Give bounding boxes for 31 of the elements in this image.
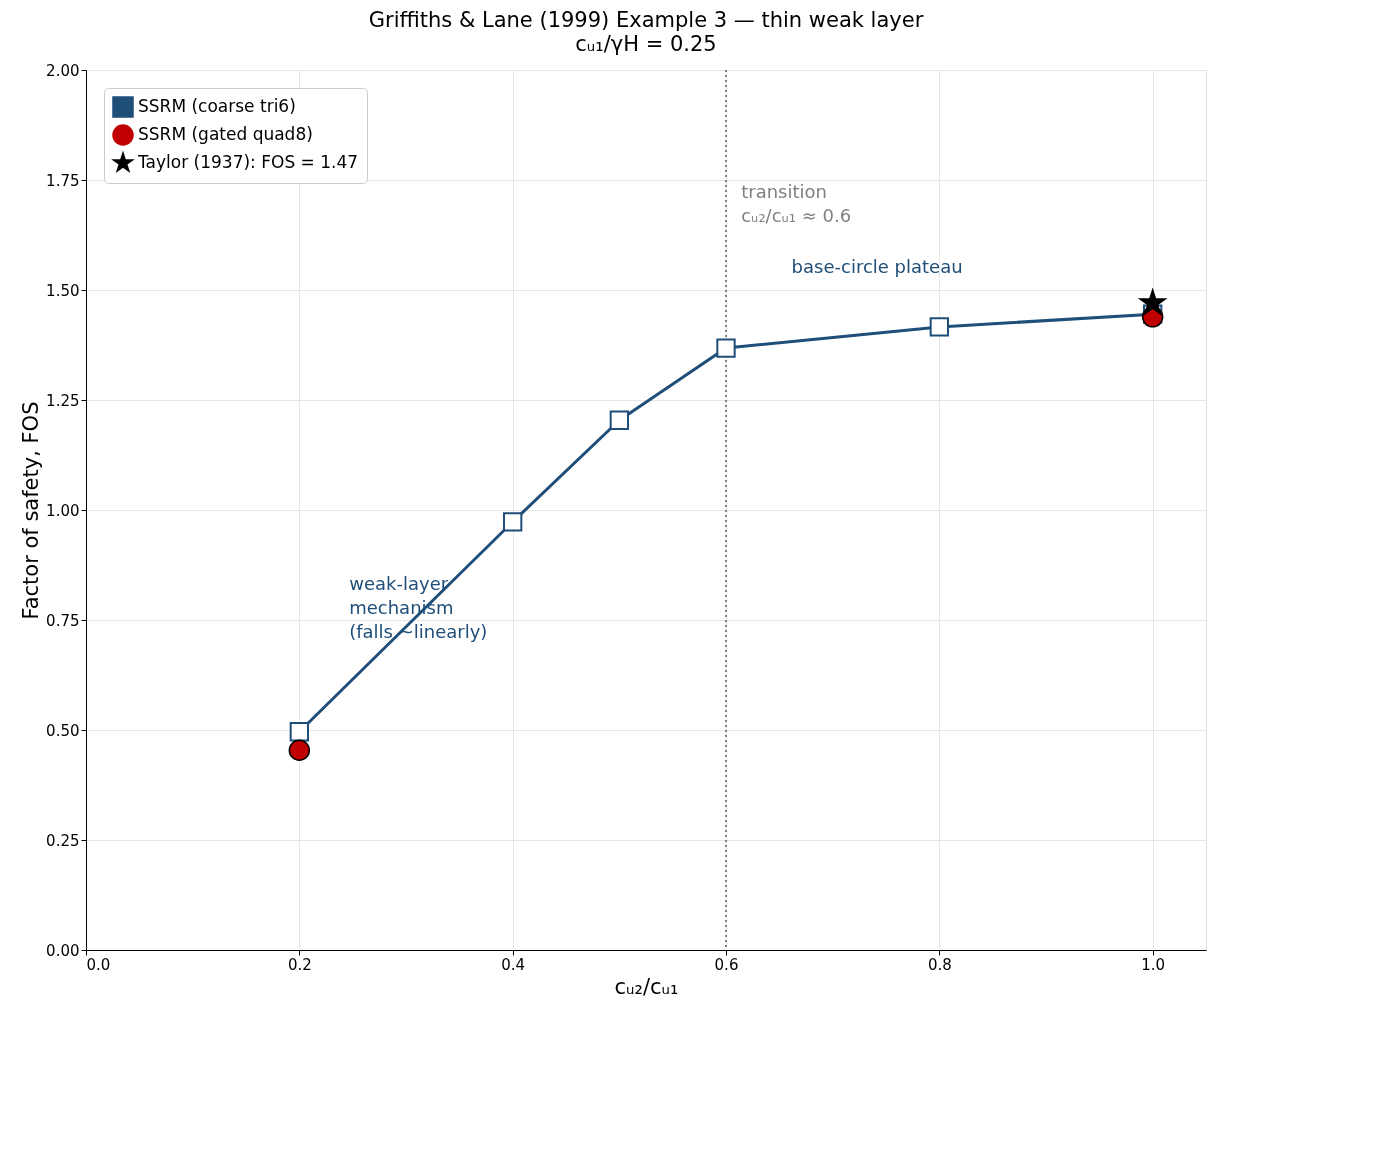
point	[289, 722, 309, 742]
y-tick-label: 0.00	[46, 941, 80, 960]
y-tick-label: 1.50	[46, 281, 80, 300]
legend-label: SSRM (gated quad8)	[138, 124, 313, 144]
legend-label: Taylor (1937): FOS = 1.47	[137, 152, 359, 172]
point	[288, 739, 311, 761]
x-tick-label: 0.2	[287, 955, 312, 974]
y-tick-label: 0.50	[46, 721, 80, 740]
x-axis-title: cᵤ₂/cᵤ₁	[614, 974, 679, 999]
x-tick-label: 0.6	[714, 955, 739, 974]
point	[1139, 289, 1166, 315]
legend-label: SSRM (coarse tri6)	[138, 96, 296, 116]
y-tick-label: 2.00	[46, 61, 80, 80]
point	[929, 317, 949, 337]
x-tick-label: 0.4	[501, 955, 526, 974]
x-tick-label: 0.0	[86, 955, 111, 974]
y-tick-label: 0.25	[46, 831, 80, 850]
y-tick-label: 1.25	[46, 391, 80, 410]
annotation: base-circle plateau	[791, 256, 963, 278]
y-tick-label: 0.75	[46, 611, 80, 630]
y-axis-title: Factor of safety, FOS	[19, 401, 44, 620]
point	[716, 338, 736, 358]
annotation: transition cᵤ₂/cᵤ₁ ≈ 0.6	[741, 181, 852, 227]
x-tick-label: 0.8	[927, 955, 952, 974]
chart-title: Griffiths & Lane (1999) Example 3 — thin weak layer	[368, 8, 924, 32]
y-tick-label: 1.00	[46, 501, 80, 520]
y-tick-label: 1.75	[46, 171, 80, 190]
chart-subtitle: cᵤ₁/γH = 0.25	[575, 32, 717, 56]
point	[609, 410, 629, 430]
point	[503, 512, 523, 532]
x-tick-label: 1.0	[1141, 955, 1166, 974]
